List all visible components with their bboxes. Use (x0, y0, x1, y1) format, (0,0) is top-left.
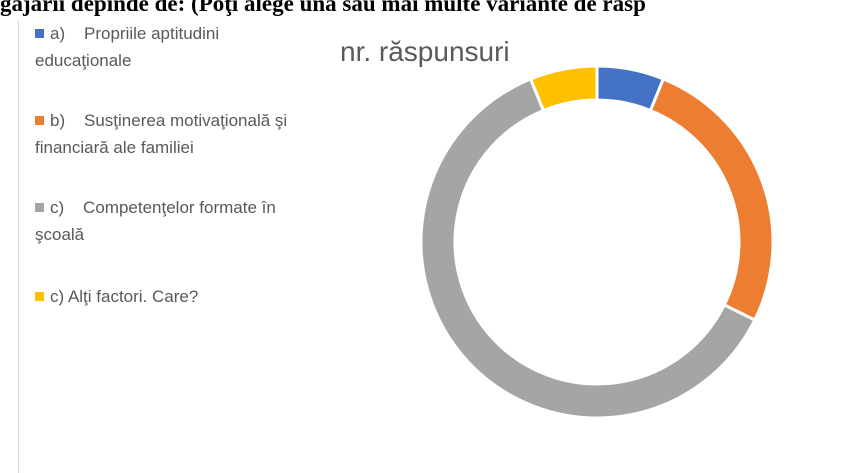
page-header: gajării depinde de: (Poţi alege una sau … (0, 0, 646, 16)
legend-item: c) Alţi factori. Care? (35, 283, 320, 310)
legend-label: b) Susţinerea motivaţională şi financiar… (35, 111, 292, 157)
legend-swatch (35, 292, 44, 301)
legend-swatch (35, 116, 44, 125)
chart-frame (18, 20, 865, 473)
legend-item: b) Susţinerea motivaţională şi financiar… (35, 107, 320, 161)
legend-label: c) Competenţelor formate în şcoală (35, 198, 281, 244)
legend-swatch (35, 203, 44, 212)
legend-item: a) Propriile aptitudini educaţionale (35, 20, 320, 74)
legend-label: a) Propriile aptitudini educaţionale (35, 24, 224, 70)
chart-title: nr. răspunsuri (340, 36, 510, 67)
donut-segment (648, 77, 775, 323)
legend-item: c) Competenţelor formate în şcoală (35, 194, 320, 248)
donut-segment (419, 77, 757, 420)
legend-swatch (35, 29, 44, 38)
legend-label: c) Alţi factori. Care? (50, 287, 199, 306)
donut-segment (528, 64, 599, 113)
